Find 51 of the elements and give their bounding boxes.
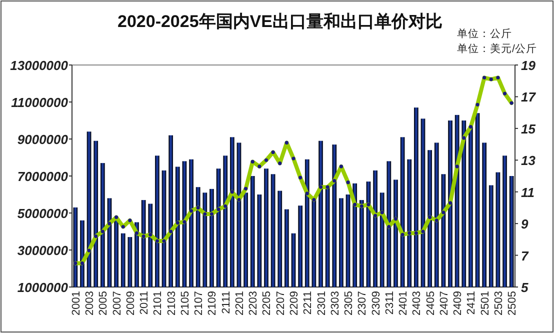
- x-tick-label: 2505: [506, 291, 519, 316]
- y-tick-label: 7000000: [17, 169, 69, 184]
- x-tick-label: 2211: [302, 291, 314, 315]
- x-tick-label: 2407: [438, 291, 450, 316]
- x-tick-label: 2005: [98, 291, 110, 316]
- x-tick-label: 2207: [274, 291, 287, 316]
- text: 单位：公斤: [457, 27, 512, 40]
- x-tick-label: 2203: [248, 291, 260, 316]
- x-tick-label: 2011: [138, 291, 151, 315]
- x-tick-label: 2009: [124, 291, 137, 316]
- y-tick-label: 5000000: [17, 206, 69, 221]
- y2-tick-label: 11: [521, 184, 534, 200]
- y2-tick-label: 13: [521, 153, 536, 168]
- y-tick-label: 11000000: [11, 95, 69, 110]
- x-tick-label: 2411: [466, 291, 478, 315]
- y-tick-label: 13000000: [10, 58, 69, 73]
- y2-tick-label: 19: [521, 58, 536, 73]
- x-tick-label: 2311: [384, 291, 396, 315]
- y2-tick-label: 5: [521, 280, 529, 295]
- x-tick-label: 2003: [84, 291, 96, 316]
- x-tick-label: 2503: [492, 291, 505, 316]
- x-tick-label: 2103: [166, 291, 178, 316]
- x-tick-label: 2105: [179, 291, 192, 316]
- x-tick-label: 2301: [316, 291, 328, 316]
- x-tick-label: 2209: [288, 291, 300, 316]
- x-tick-label: 2307: [356, 291, 369, 316]
- x-tick-label: 2403: [411, 291, 424, 316]
- y2-tick-label: 9: [521, 216, 529, 232]
- y-tick-label: 1000000: [17, 280, 69, 295]
- x-tick-label: 2405: [424, 291, 437, 316]
- x-tick-label: 2305: [343, 291, 356, 316]
- x-tick-label: 2401: [398, 291, 410, 316]
- x-tick-label: 2303: [329, 291, 342, 316]
- x-tick-label: 2205: [261, 291, 274, 316]
- y-tick-label: 3000000: [17, 243, 69, 258]
- x-tick-label: 2111: [220, 291, 232, 314]
- chart-title: 2020-2025年国内VE出口量和出口单价对比: [118, 12, 442, 31]
- x-tick-label: 2109: [206, 291, 219, 316]
- x-tick-label: 2107: [193, 291, 206, 316]
- x-tick-label: 2101: [152, 291, 164, 316]
- x-tick-label: 2201: [234, 291, 246, 316]
- x-tick-label: 2409: [452, 291, 464, 316]
- x-tick-label: 2007: [111, 291, 124, 316]
- y2-tick-label: 7: [521, 248, 529, 264]
- x-tick-label: 2001: [70, 291, 82, 316]
- text: 单位：美元/公斤: [457, 42, 537, 55]
- x-tick-label: 2309: [370, 291, 382, 316]
- x-tick-label: 2501: [479, 291, 492, 316]
- y2-tick-label: 15: [521, 121, 536, 136]
- y-tick-label: 9000000: [17, 132, 69, 147]
- y2-tick-label: 17: [521, 90, 536, 105]
